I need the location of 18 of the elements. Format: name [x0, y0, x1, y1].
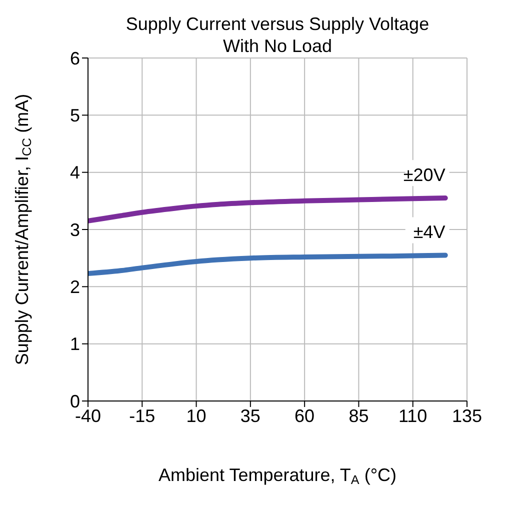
- y-tick-label: 6: [70, 48, 80, 68]
- series-label: ±4V: [413, 222, 446, 242]
- chart-title: Supply Current versus Supply Voltage With No Load: [126, 14, 430, 56]
- y-tick-label: 2: [70, 277, 80, 298]
- x-tick-label: 10: [186, 406, 206, 426]
- x-tick-label: 35: [240, 406, 260, 426]
- y-tick-label: 5: [70, 106, 80, 126]
- y-tick-label: 1: [70, 334, 80, 354]
- x-tick-label: 60: [294, 406, 315, 426]
- x-tick-label: -15: [129, 406, 156, 426]
- x-tick-label: 110: [398, 406, 428, 426]
- y-tick-label: 3: [70, 220, 80, 240]
- x-axis-title: Ambient Temperature, T$_{A}$ (°C): [158, 465, 397, 488]
- x-tick-label: 135: [452, 406, 482, 426]
- series-label: ±20V: [403, 165, 446, 186]
- y-tick-label: 0: [70, 391, 80, 412]
- x-tick-label: 85: [348, 406, 369, 426]
- y-tick-label: 4: [70, 162, 80, 183]
